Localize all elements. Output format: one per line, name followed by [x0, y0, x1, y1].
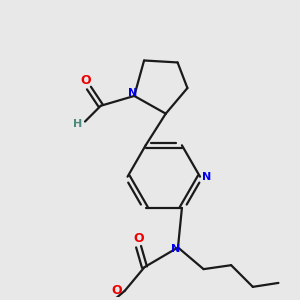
Text: H: H [73, 118, 83, 128]
Text: O: O [112, 284, 122, 297]
Text: O: O [80, 74, 91, 88]
Text: O: O [133, 232, 144, 245]
Text: N: N [171, 244, 181, 254]
Text: N: N [202, 172, 212, 182]
Text: N: N [128, 88, 137, 98]
